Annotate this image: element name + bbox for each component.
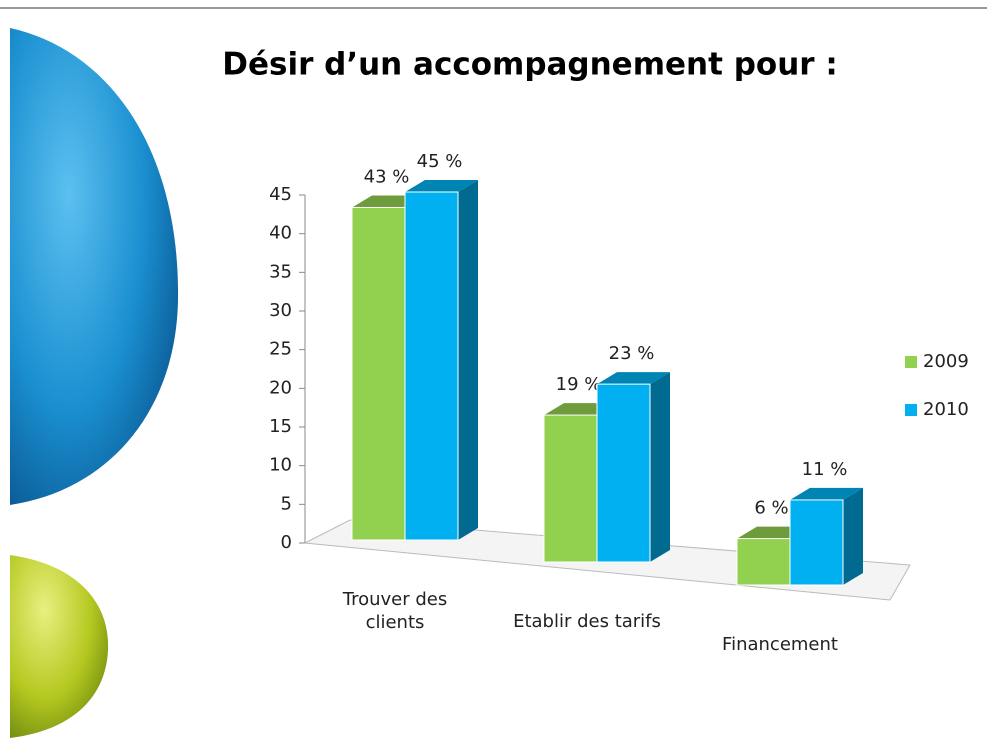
- y-tick-label: 0: [281, 532, 292, 553]
- bar: [737, 539, 790, 585]
- y-tick-label: 5: [281, 493, 292, 514]
- value-label: 11 %: [802, 459, 848, 480]
- legend-swatch: [905, 404, 917, 416]
- legend-label: 2009: [923, 351, 969, 372]
- title: Désir d’un accompagnement pour :: [222, 47, 838, 83]
- value-label: 6 %: [754, 498, 788, 519]
- x-tick-label: Etablir des tarifs: [512, 610, 662, 633]
- bar-side: [458, 180, 478, 540]
- y-tick-label: 10: [269, 455, 292, 476]
- blob-blue: [10, 28, 178, 505]
- bar: [790, 500, 843, 585]
- y-tick-label: 25: [269, 339, 292, 360]
- value-label: 43 %: [364, 166, 410, 187]
- y-tick-label: 45: [269, 184, 292, 205]
- y-tick-label: 30: [269, 300, 292, 321]
- value-label: 19 %: [556, 374, 602, 395]
- y-tick-label: 20: [269, 377, 292, 398]
- y-tick-label: 15: [269, 416, 292, 437]
- legend-swatch: [905, 356, 917, 368]
- slide: Désir d’un accompagnement pour : 0 5 10 15 2…: [0, 0, 987, 754]
- value-label: 23 %: [609, 343, 655, 364]
- bar-side: [650, 372, 670, 562]
- x-tick-label: Financement: [705, 633, 855, 656]
- value-label: 45 %: [417, 151, 463, 172]
- x-tick-label: Trouver des clients: [320, 588, 470, 635]
- bar: [405, 192, 458, 540]
- bar: [544, 415, 597, 562]
- bar: [352, 207, 405, 540]
- y-tick-label: 40: [269, 223, 292, 244]
- bar: [597, 384, 650, 562]
- legend-label: 2010: [923, 399, 969, 420]
- y-tick-label: 35: [269, 261, 292, 282]
- bar-side: [843, 488, 863, 585]
